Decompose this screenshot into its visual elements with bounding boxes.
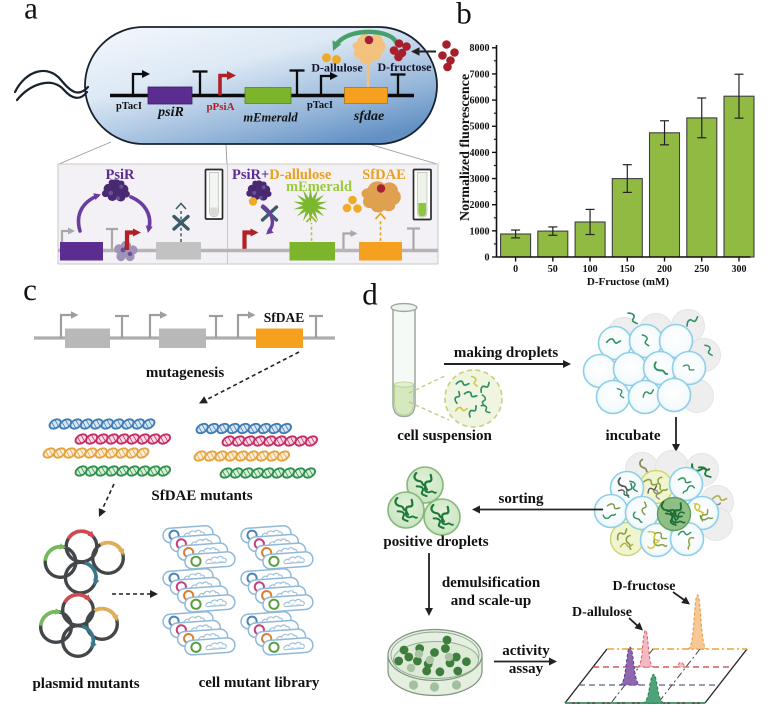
svg-text:b: b	[456, 0, 472, 31]
svg-text:0: 0	[513, 264, 518, 275]
svg-text:positive droplets: positive droplets	[383, 534, 488, 550]
svg-text:a: a	[24, 0, 38, 26]
svg-text:PsiR: PsiR	[106, 167, 136, 183]
svg-text:SfDAE mutants: SfDAE mutants	[151, 488, 252, 504]
svg-text:D-Fructose (mM): D-Fructose (mM)	[587, 276, 669, 288]
svg-text:0: 0	[485, 252, 490, 263]
svg-text:cell suspension: cell suspension	[397, 428, 492, 444]
svg-text:D-fructose: D-fructose	[378, 60, 433, 74]
svg-text:7000: 7000	[470, 69, 490, 80]
svg-text:sfdae: sfdae	[353, 109, 384, 124]
svg-text:mutagenesis: mutagenesis	[146, 365, 224, 381]
svg-text:mEmerald: mEmerald	[243, 111, 298, 125]
svg-text:200: 200	[657, 264, 672, 275]
svg-text:plasmid mutants: plasmid mutants	[32, 676, 139, 692]
svg-text:psiR: psiR	[157, 105, 184, 120]
svg-text:300: 300	[732, 264, 747, 275]
svg-text:SfDAE: SfDAE	[264, 310, 305, 325]
svg-text:Normalized fluorescence: Normalized fluorescence	[458, 74, 473, 221]
svg-text:3000: 3000	[470, 174, 490, 185]
svg-text:c: c	[23, 272, 37, 307]
svg-text:1000: 1000	[470, 226, 490, 237]
svg-text:pPsiA: pPsiA	[206, 101, 234, 113]
svg-text:250: 250	[694, 264, 709, 275]
svg-text:sorting: sorting	[499, 491, 545, 507]
svg-text:demulsification: demulsification	[442, 575, 541, 591]
svg-text:6000: 6000	[470, 96, 490, 107]
svg-text:5000: 5000	[470, 122, 490, 133]
svg-text:cell mutant library: cell mutant library	[199, 675, 320, 691]
svg-text:mEmerald: mEmerald	[286, 179, 352, 195]
svg-text:4000: 4000	[470, 148, 490, 159]
svg-text:making droplets: making droplets	[454, 345, 558, 361]
svg-text:D-fructose: D-fructose	[613, 579, 676, 594]
svg-text:assay: assay	[509, 661, 544, 677]
svg-text:SfDAE: SfDAE	[362, 167, 406, 183]
svg-text:d: d	[362, 277, 378, 312]
svg-text:50: 50	[548, 264, 558, 275]
svg-text:150: 150	[620, 264, 635, 275]
svg-text:2000: 2000	[470, 200, 490, 211]
svg-text:pTacI: pTacI	[307, 100, 333, 111]
svg-text:8000: 8000	[470, 43, 490, 54]
svg-text:incubate: incubate	[605, 428, 660, 444]
svg-text:PsiR+D-allulose: PsiR+D-allulose	[232, 167, 332, 183]
svg-text:100: 100	[583, 264, 598, 275]
svg-text:pTacI: pTacI	[116, 101, 142, 112]
svg-text:activity: activity	[502, 643, 550, 659]
svg-text:D-allulose: D-allulose	[311, 61, 363, 75]
svg-text:D-allulose: D-allulose	[572, 605, 632, 620]
svg-text:and scale-up: and scale-up	[451, 593, 531, 609]
